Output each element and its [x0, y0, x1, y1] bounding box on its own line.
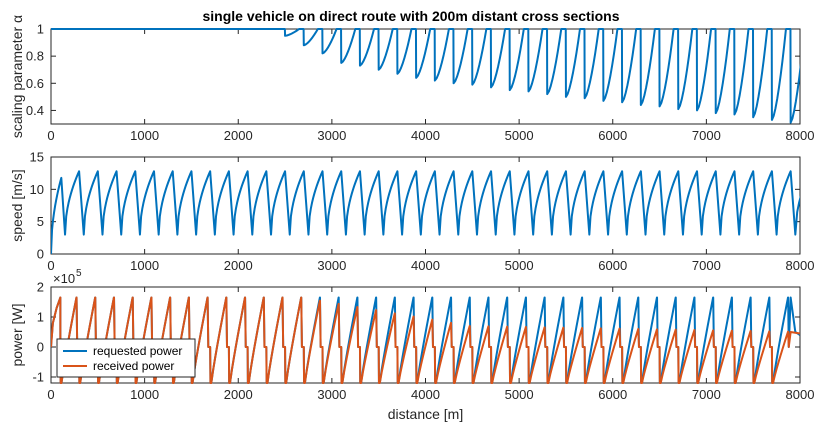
y-tick-label: 5: [37, 214, 44, 229]
x-tick-label: 4000: [411, 128, 440, 143]
y-exponent-power: 5: [76, 268, 82, 279]
x-tick-label: 6000: [598, 387, 627, 402]
y-tick-label: -1: [32, 370, 44, 385]
x-tick-label: 0: [47, 387, 54, 402]
alpha-panel: 0 1000 2000 3000 4000 5000 6000 7000 8000 0.4 0.6 0…: [9, 15, 814, 143]
y-axis-label: power [W]: [9, 303, 25, 366]
y-tick-label: 0: [37, 340, 44, 355]
speed-series-line: [51, 162, 800, 255]
x-tick-label: 6000: [598, 128, 627, 143]
y-exponent-label: ×10: [53, 271, 75, 286]
speed-panel: 0 1000 2000 3000 4000 5000 6000 7000 8000 0 5 10 15 s…: [9, 150, 814, 274]
x-tick-label: 3000: [317, 387, 346, 402]
y-tick-label: 0.6: [26, 76, 44, 91]
legend-box: [56, 338, 196, 378]
chart-title: single vehicle on direct route with 200m…: [202, 8, 619, 24]
y-tick-label: 1: [37, 22, 44, 37]
x-tick-label: 8000: [786, 128, 815, 143]
x-tick-label: 2000: [224, 387, 253, 402]
x-tick-label: 3000: [317, 128, 346, 143]
y-tick-label: 0.4: [26, 103, 44, 118]
y-axis-label: speed [m/s]: [9, 169, 25, 241]
x-tick-label: 7000: [692, 387, 721, 402]
y-tick-label: 15: [30, 150, 44, 165]
x-tick-label: 3000: [317, 258, 346, 273]
x-tick-label: 5000: [505, 387, 534, 402]
x-tick-label: 2000: [224, 258, 253, 273]
legend-label: requested power: [93, 344, 182, 358]
x-tick-label: 2000: [224, 128, 253, 143]
x-tick-label: 1000: [130, 387, 159, 402]
x-tick-label: 5000: [505, 128, 534, 143]
x-tick-label: 7000: [692, 128, 721, 143]
x-tick-label: 0: [47, 258, 54, 273]
y-tick-label: 0.8: [26, 49, 44, 64]
power-panel: 0 1000 2000 3000 4000 5000 6000 7000 8000-1012po…: [9, 268, 814, 422]
y-tick-label: 10: [30, 182, 44, 197]
x-tick-label: 0: [47, 128, 54, 143]
x-tick-label: 1000: [130, 128, 159, 143]
y-axis-label: scaling parameter α: [9, 15, 25, 138]
x-axis-label: distance [m]: [388, 406, 463, 422]
x-tick-label: 5000: [505, 258, 534, 273]
y-tick-label: 1: [37, 310, 44, 325]
x-tick-label: 4000: [411, 387, 440, 402]
x-tick-label: 7000: [692, 258, 721, 273]
x-tick-label: 1000: [130, 258, 159, 273]
x-tick-label: 6000: [598, 258, 627, 273]
axes-box: [50, 156, 801, 255]
legend-label: received power: [93, 359, 174, 373]
y-tick-label: 0: [37, 247, 44, 262]
x-tick-label: 4000: [411, 258, 440, 273]
x-tick-label: 8000: [786, 258, 815, 273]
alpha-series-line: [51, 28, 800, 124]
x-tick-label: 8000: [786, 387, 815, 402]
y-tick-label: 2: [37, 280, 44, 295]
